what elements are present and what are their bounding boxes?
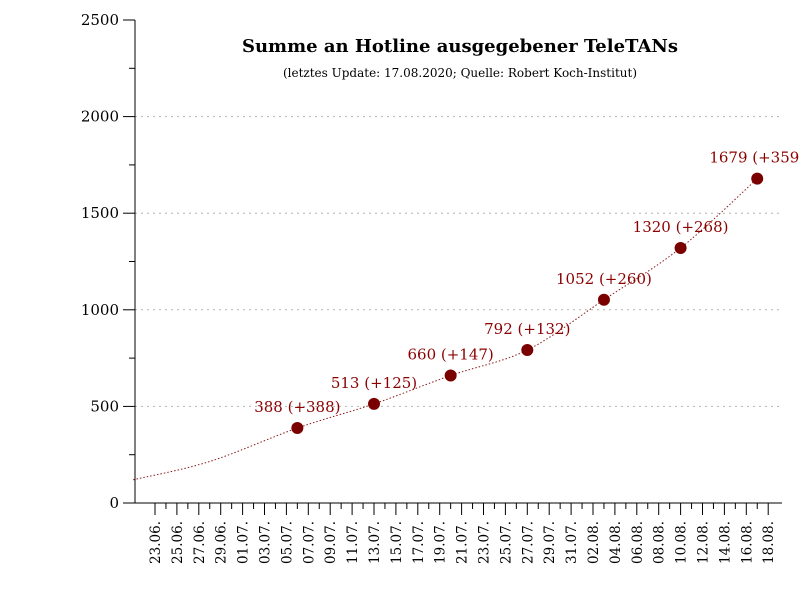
x-tick-label: 04.08.	[608, 521, 624, 564]
x-tick-label: 07.07.	[301, 521, 317, 564]
x-tick-label: 10.08.	[674, 521, 690, 564]
x-tick-label: 06.08.	[630, 521, 646, 564]
x-tick-label: 03.07.	[258, 521, 274, 564]
data-point	[597, 293, 610, 306]
x-tick-label: 13.07.	[367, 521, 383, 564]
data-point	[368, 397, 380, 410]
data-label: 1052 (+260)	[556, 270, 652, 288]
x-tick-label: 21.07.	[455, 521, 471, 564]
chart-title: Summe an Hotline ausgegebener TeleTANs	[242, 36, 678, 57]
data-label: 792 (+132)	[484, 320, 570, 338]
x-tick-label: 25.07.	[498, 521, 514, 564]
x-tick-label: 25.06.	[170, 521, 186, 564]
x-tick-label: 23.06.	[148, 521, 164, 564]
x-tick-label: 18.08.	[761, 521, 777, 564]
trend-line	[132, 178, 758, 481]
x-tick-label: 19.07.	[433, 521, 449, 564]
x-tick-label: 05.07.	[279, 521, 295, 564]
x-tick-label: 08.08.	[652, 521, 668, 564]
trend-layer	[132, 178, 758, 481]
data-label: 660 (+147)	[407, 345, 493, 363]
y-tick-label: 0	[109, 494, 119, 512]
chart-subtitle: (letztes Update: 17.08.2020; Quelle: Rob…	[283, 66, 637, 80]
x-tick-label: 27.06.	[192, 521, 208, 564]
x-tick-label: 01.07.	[236, 521, 252, 564]
labels-layer: 388 (+388) 513 (+125) 660 (+147) 792 (+132)…	[254, 149, 800, 416]
data-point	[291, 422, 304, 435]
y-tick-label: 1500	[81, 204, 119, 222]
x-tick-label: 09.07.	[323, 521, 339, 564]
data-label: 513 (+125)	[331, 374, 417, 392]
x-tick-label: 29.06.	[214, 521, 230, 564]
y-tick-label: 2500	[81, 11, 119, 29]
x-tick-label: 16.08.	[739, 521, 755, 564]
x-tick-label: 14.08.	[717, 521, 733, 564]
data-point	[751, 172, 764, 185]
x-tick-label: 23.07.	[477, 521, 493, 564]
data-label: 1320 (+268)	[633, 218, 729, 236]
data-point	[521, 343, 534, 356]
axis-layer: 0 500 1000 1500 2000 2500 23.06. 25.06. 27.06. 29…	[81, 11, 782, 564]
x-tick-label: 12.08.	[696, 521, 712, 564]
points-layer	[291, 172, 764, 435]
y-tick-label: 1000	[81, 301, 119, 319]
data-label: 1679 (+359)	[709, 149, 800, 167]
y-tick-label: 2000	[81, 108, 119, 126]
x-tick-label: 11.07.	[345, 521, 361, 564]
data-point	[444, 369, 457, 382]
x-tick-label: 29.07.	[542, 521, 558, 564]
data-point	[674, 241, 687, 254]
data-label: 388 (+388)	[254, 398, 340, 416]
x-tick-label: 17.07.	[411, 521, 427, 564]
y-tick-label: 500	[90, 397, 119, 415]
x-tick-label: 27.07.	[520, 521, 536, 564]
x-tick-label: 15.07.	[389, 521, 405, 564]
x-tick-label: 02.08.	[586, 521, 602, 564]
x-tick-label: 31.07.	[564, 521, 580, 564]
